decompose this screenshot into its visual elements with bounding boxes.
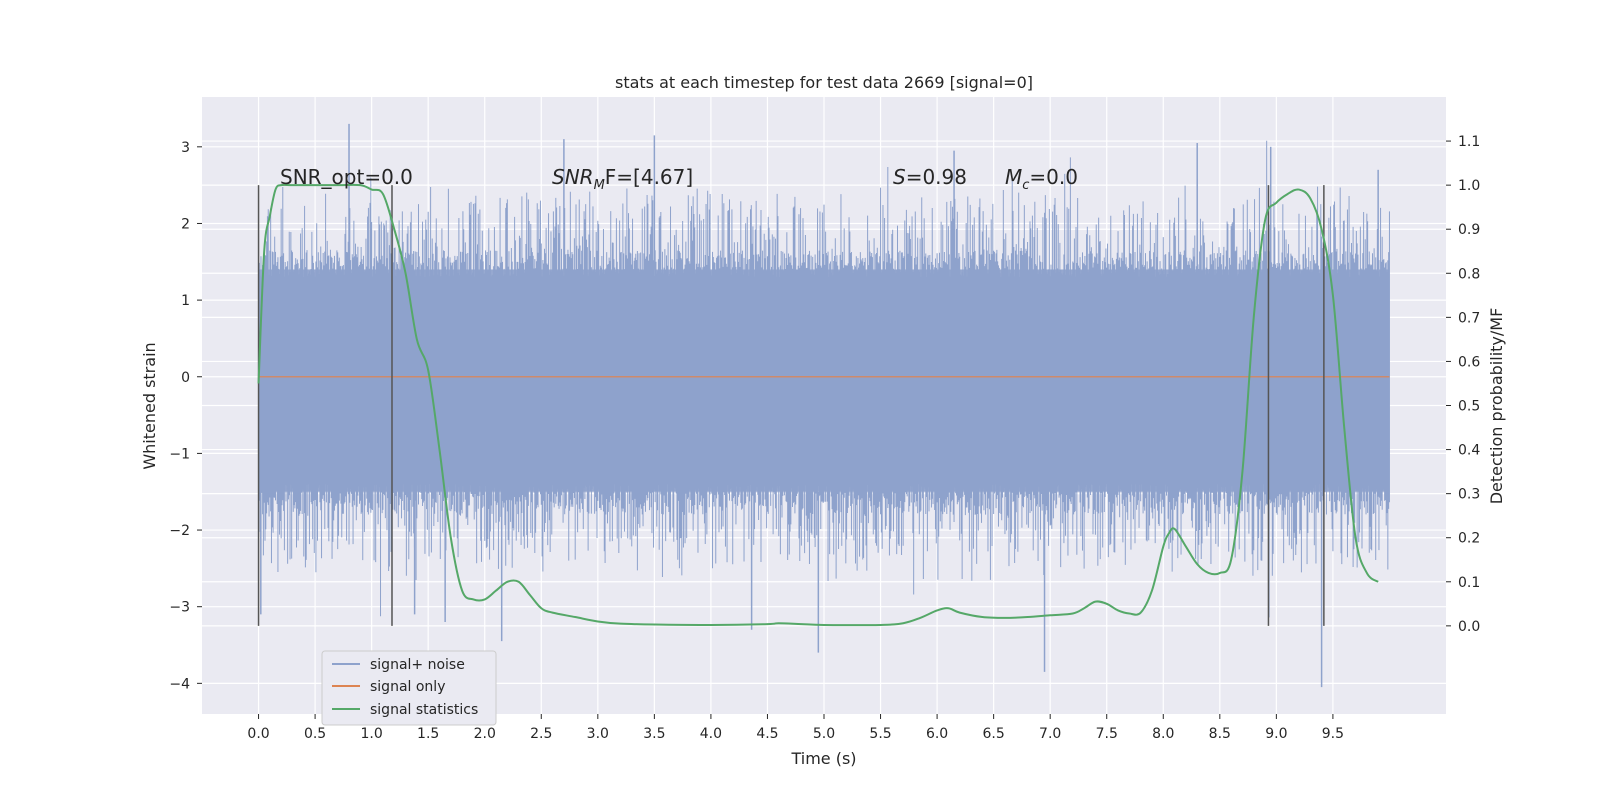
annotation-mc: Mc=0.0 <box>1005 165 1078 193</box>
legend-label-signal-only: signal only <box>370 679 445 695</box>
x-tick-label-11: 5.5 <box>869 726 891 742</box>
y-tick-label-6: −3 <box>169 600 190 616</box>
x-tick-label-17: 8.5 <box>1209 726 1231 742</box>
signal-statistics-line <box>257 183 1379 627</box>
x-tick-label-7: 3.5 <box>643 726 665 742</box>
y-tick-label-4: −1 <box>169 446 190 462</box>
chart-title: stats at each timestep for test data 266… <box>615 73 1033 92</box>
y-tick-label-7: −4 <box>169 676 190 692</box>
legend-label-signal-noise: signal+ noise <box>370 657 465 673</box>
y2-axis-label: Detection probability/MF <box>1487 308 1506 505</box>
x-tick-label-5: 2.5 <box>530 726 552 742</box>
annotation-snr-opt: SNR_opt=0.0 <box>280 165 413 189</box>
y2-tick-label-6: 0.5 <box>1458 399 1480 415</box>
mc-subscript: c <box>1022 178 1029 193</box>
x-tick-label-4: 2.0 <box>474 726 496 742</box>
snr-mf-prefix: SNR <box>552 165 594 189</box>
y2-tick-label-0: 1.1 <box>1458 134 1480 150</box>
y2-tick-label-2: 0.9 <box>1458 222 1480 238</box>
x-tick-label-16: 8.0 <box>1152 726 1174 742</box>
annotation-s: S=0.98 <box>893 165 967 189</box>
x-tick-label-14: 7.0 <box>1039 726 1061 742</box>
x-tick-label-3: 1.5 <box>417 726 439 742</box>
legend: signal+ noise signal only signal statist… <box>321 650 497 726</box>
x-tick-label-12: 6.0 <box>926 726 948 742</box>
y2-tick-label-10: 0.1 <box>1458 575 1480 591</box>
y2-tick-label-11: 0.0 <box>1458 619 1480 635</box>
y-axis-ticks: 3 2 1 0 −1 −2 −3 −4 <box>169 140 202 692</box>
x-axis-label: Time (s) <box>790 749 856 768</box>
y-tick-label-3: 0 <box>181 370 190 386</box>
y-tick-label-2: 1 <box>181 293 190 309</box>
series-signal-statistics <box>257 183 1379 627</box>
x-tick-label-8: 4.0 <box>700 726 722 742</box>
mc-value: =0.0 <box>1029 165 1078 189</box>
y2-tick-label-1: 1.0 <box>1458 178 1480 194</box>
y-axis-label: Whitened strain <box>140 342 159 469</box>
y2-tick-label-7: 0.4 <box>1458 443 1480 459</box>
y-tick-label-0: 3 <box>181 140 190 156</box>
x-tick-label-18: 9.0 <box>1265 726 1287 742</box>
y-tick-label-1: 2 <box>181 216 190 232</box>
x-axis-ticks: 0.0 0.5 1.0 1.5 2.0 2.5 3.0 3.5 4.0 4.5 5.0 5.5 6.0 6… <box>247 714 1344 742</box>
annotation-snr-mf: SNRMF=[4.67] <box>552 165 693 193</box>
x-tick-label-13: 6.5 <box>983 726 1005 742</box>
y2-tick-label-9: 0.2 <box>1458 531 1480 547</box>
x-tick-label-2: 1.0 <box>361 726 383 742</box>
x-tick-label-0: 0.0 <box>247 726 269 742</box>
mc-prefix: M <box>1005 165 1022 189</box>
legend-label-signal-statistics: signal statistics <box>370 702 478 718</box>
legend-box <box>321 650 497 726</box>
s-prefix: S <box>893 165 906 189</box>
vertical-markers <box>257 185 1325 626</box>
x-tick-label-15: 7.5 <box>1096 726 1118 742</box>
x-tick-label-1: 0.5 <box>304 726 326 742</box>
y2-tick-label-5: 0.6 <box>1458 354 1480 370</box>
x-tick-label-9: 4.5 <box>756 726 778 742</box>
y2-axis-ticks: 1.1 1.0 0.9 0.8 0.7 0.6 0.5 0.4 0.3 0.2 0.1 0.0 <box>1446 134 1480 635</box>
y2-tick-label-4: 0.7 <box>1458 310 1480 326</box>
series-signal-noise <box>258 123 1390 688</box>
snr-mf-value: F=[4.67] <box>605 165 693 189</box>
y2-tick-label-3: 0.8 <box>1458 266 1480 282</box>
x-tick-label-6: 3.0 <box>587 726 609 742</box>
y2-tick-label-8: 0.3 <box>1458 487 1480 503</box>
snr-mf-subscript: M <box>594 178 605 193</box>
y-tick-label-5: −2 <box>169 523 190 539</box>
x-tick-label-10: 5.0 <box>813 726 835 742</box>
x-tick-label-19: 9.5 <box>1322 726 1344 742</box>
s-value: =0.98 <box>906 165 967 189</box>
